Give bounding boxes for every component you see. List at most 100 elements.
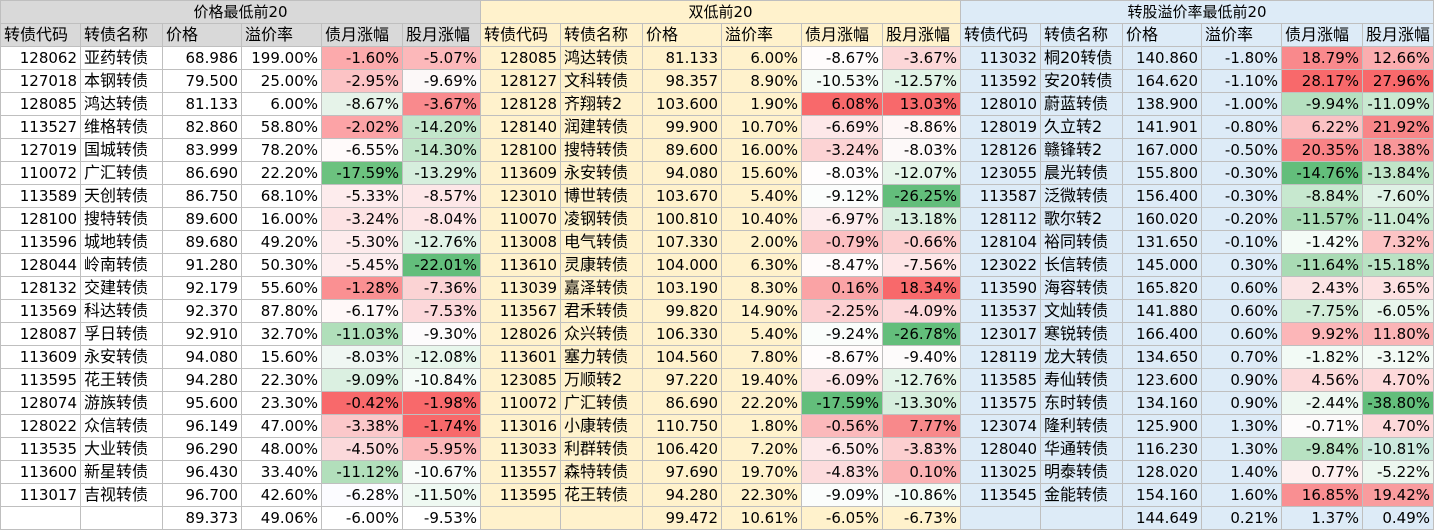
cell-premium-code: 113032 [960, 46, 1041, 70]
table-row: 113569 科达转债 92.370 87.80% -6.17% -7.53% 113567… [0, 299, 1435, 323]
cell-price-price: 96.290 [162, 437, 242, 461]
cell-double-low-name: 灵康转债 [560, 253, 643, 277]
cell-premium-name: 寒锐转债 [1040, 322, 1123, 346]
cell-double-low-name: 嘉泽转债 [560, 276, 643, 300]
cell-double-low-stock-change: -0.66% [882, 230, 961, 254]
cell-premium-price: 140.860 [1122, 46, 1202, 70]
cell-premium-code: 123017 [960, 322, 1041, 346]
cell-premium-price: 156.400 [1122, 184, 1202, 208]
cell-price-stock-change: -10.84% [402, 368, 481, 392]
cell-double-low-stock-change: -12.57% [882, 69, 961, 93]
cell-price-bond-change: -0.42% [321, 391, 403, 415]
cell-double-low-stock-change: -13.30% [882, 391, 961, 415]
cell-premium-code: 113537 [960, 299, 1041, 323]
summary-premium-code [960, 506, 1041, 530]
cell-premium-bond-change: 2.43% [1281, 276, 1363, 300]
cell-price-bond-change: -5.33% [321, 184, 403, 208]
cell-price-stock-change: -22.01% [402, 253, 481, 277]
section-title-premium: 转股溢价率最低前20 [959, 0, 1435, 24]
cell-double-low-bond-change: -6.97% [801, 207, 883, 231]
summary-price-premium: 49.06% [241, 506, 322, 530]
cell-price-stock-change: -7.53% [402, 299, 481, 323]
cell-premium-code: 128126 [960, 138, 1041, 162]
cell-double-low-price: 106.420 [642, 437, 722, 461]
cell-premium-premium: -1.80% [1201, 46, 1282, 70]
cell-premium-price: 154.160 [1122, 483, 1202, 507]
cell-premium-bond-change: -8.84% [1281, 184, 1363, 208]
cell-double-low-premium: 5.40% [721, 322, 802, 346]
cell-premium-code: 128010 [960, 92, 1041, 116]
table-row: 128022 众信转债 96.149 47.00% -3.38% -1.74% 113016… [0, 414, 1435, 438]
cell-price-name: 城地转债 [80, 230, 163, 254]
cell-premium-premium: -0.20% [1201, 207, 1282, 231]
cell-price-premium: 49.20% [241, 230, 322, 254]
cell-double-low-stock-change: 0.10% [882, 460, 961, 484]
header-double-low-bond-change: 债月涨幅 [801, 23, 883, 47]
cell-price-bond-change: -2.95% [321, 69, 403, 93]
cell-price-code: 113609 [0, 345, 81, 369]
cell-price-bond-change: -9.09% [321, 368, 403, 392]
cell-premium-stock-change: -3.12% [1361, 345, 1435, 369]
cell-premium-stock-change: 7.32% [1361, 230, 1435, 254]
cell-price-code: 128074 [0, 391, 81, 415]
cell-double-low-code: 110070 [480, 207, 561, 231]
cell-price-bond-change: -3.38% [321, 414, 403, 438]
cell-double-low-price: 99.900 [642, 115, 722, 139]
cell-price-name: 交建转债 [80, 276, 163, 300]
table-row: 110072 广汇转债 86.690 22.20% -17.59% -13.29% 1136… [0, 161, 1435, 185]
cell-price-premium: 50.30% [241, 253, 322, 277]
cell-double-low-premium: 16.00% [721, 138, 802, 162]
cell-double-low-code: 113039 [480, 276, 561, 300]
cell-premium-bond-change: 20.35% [1281, 138, 1363, 162]
cell-price-bond-change: -11.12% [321, 460, 403, 484]
cell-premium-price: 145.000 [1122, 253, 1202, 277]
section-title-price: 价格最低前20 [0, 0, 481, 24]
cell-double-low-price: 104.560 [642, 345, 722, 369]
cell-premium-premium: -1.00% [1201, 92, 1282, 116]
summary-double-low-price: 99.472 [642, 506, 722, 530]
table-row: 128085 鸿达转债 81.133 6.00% -8.67% -3.67% 128128 齐… [0, 92, 1435, 116]
cell-double-low-stock-change: -3.83% [882, 437, 961, 461]
table-row: 113596 城地转债 89.680 49.20% -5.30% -12.76% 11300… [0, 230, 1435, 254]
cell-premium-stock-change: 27.96% [1361, 69, 1435, 93]
cell-double-low-code: 113610 [480, 253, 561, 277]
cell-price-name: 永安转债 [80, 345, 163, 369]
cell-premium-bond-change: -0.71% [1281, 414, 1363, 438]
cell-double-low-premium: 22.20% [721, 391, 802, 415]
cell-premium-premium: 1.30% [1201, 414, 1282, 438]
cell-double-low-stock-change: -26.78% [882, 322, 961, 346]
cell-premium-price: 160.020 [1122, 207, 1202, 231]
cell-price-bond-change: -4.50% [321, 437, 403, 461]
cell-double-low-code: 123010 [480, 184, 561, 208]
cell-price-price: 94.280 [162, 368, 242, 392]
cell-premium-name: 文灿转债 [1040, 299, 1123, 323]
cell-premium-stock-change: -10.81% [1361, 437, 1435, 461]
summary-premium-price: 144.649 [1122, 506, 1202, 530]
cell-premium-name: 安20转债 [1040, 69, 1123, 93]
cell-double-low-bond-change: -6.50% [801, 437, 883, 461]
cell-price-name: 搜特转债 [80, 207, 163, 231]
cell-price-price: 82.860 [162, 115, 242, 139]
table-row: 113609 永安转债 94.080 15.60% -8.03% -12.08% 11360… [0, 345, 1435, 369]
cell-double-low-bond-change: -8.03% [801, 161, 883, 185]
cell-price-stock-change: -10.67% [402, 460, 481, 484]
cell-premium-code: 113590 [960, 276, 1041, 300]
summary-price-name [80, 506, 163, 530]
cell-premium-stock-change: 4.70% [1361, 368, 1435, 392]
cell-double-low-stock-change: 13.03% [882, 92, 961, 116]
cell-double-low-bond-change: -17.59% [801, 391, 883, 415]
header-price-premium: 溢价率 [241, 23, 322, 47]
cell-premium-code: 128104 [960, 230, 1041, 254]
cell-price-stock-change: -14.20% [402, 115, 481, 139]
cell-premium-name: 隆利转债 [1040, 414, 1123, 438]
cell-double-low-code: 113595 [480, 483, 561, 507]
cell-premium-premium: 1.30% [1201, 437, 1282, 461]
cell-price-price: 92.910 [162, 322, 242, 346]
header-premium-code: 转债代码 [960, 23, 1041, 47]
header-double-low-premium: 溢价率 [721, 23, 802, 47]
cell-double-low-name: 众兴转债 [560, 322, 643, 346]
cell-premium-price: 125.900 [1122, 414, 1202, 438]
cell-premium-code: 128040 [960, 437, 1041, 461]
cell-premium-stock-change: -13.84% [1361, 161, 1435, 185]
cell-double-low-name: 花王转债 [560, 483, 643, 507]
